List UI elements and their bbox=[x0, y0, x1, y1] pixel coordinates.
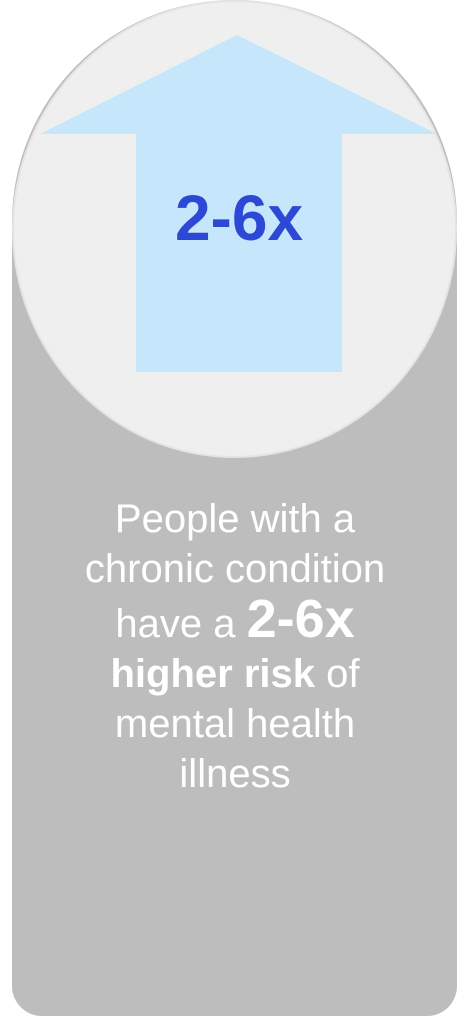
caption-text: People with a chronic condition have a 2… bbox=[26, 494, 444, 799]
caption-line-6: illness bbox=[179, 752, 291, 796]
caption-line-1: People with a bbox=[114, 497, 356, 541]
caption-line-4: higher risk of bbox=[26, 649, 444, 699]
stat-value: 2-6x bbox=[174, 182, 304, 254]
caption-line-2: chronic condition bbox=[84, 547, 386, 591]
caption-emphasis-value: 2-6x bbox=[246, 589, 355, 649]
caption-line-5: mental health bbox=[114, 702, 356, 746]
up-arrow-icon bbox=[40, 35, 437, 372]
caption-line-4-suffix: of bbox=[315, 652, 360, 696]
caption-line-3-prefix: have a bbox=[115, 602, 247, 646]
caption-line-3: have a 2-6x bbox=[26, 592, 444, 649]
caption-emphasis-risk: higher risk bbox=[110, 652, 316, 696]
